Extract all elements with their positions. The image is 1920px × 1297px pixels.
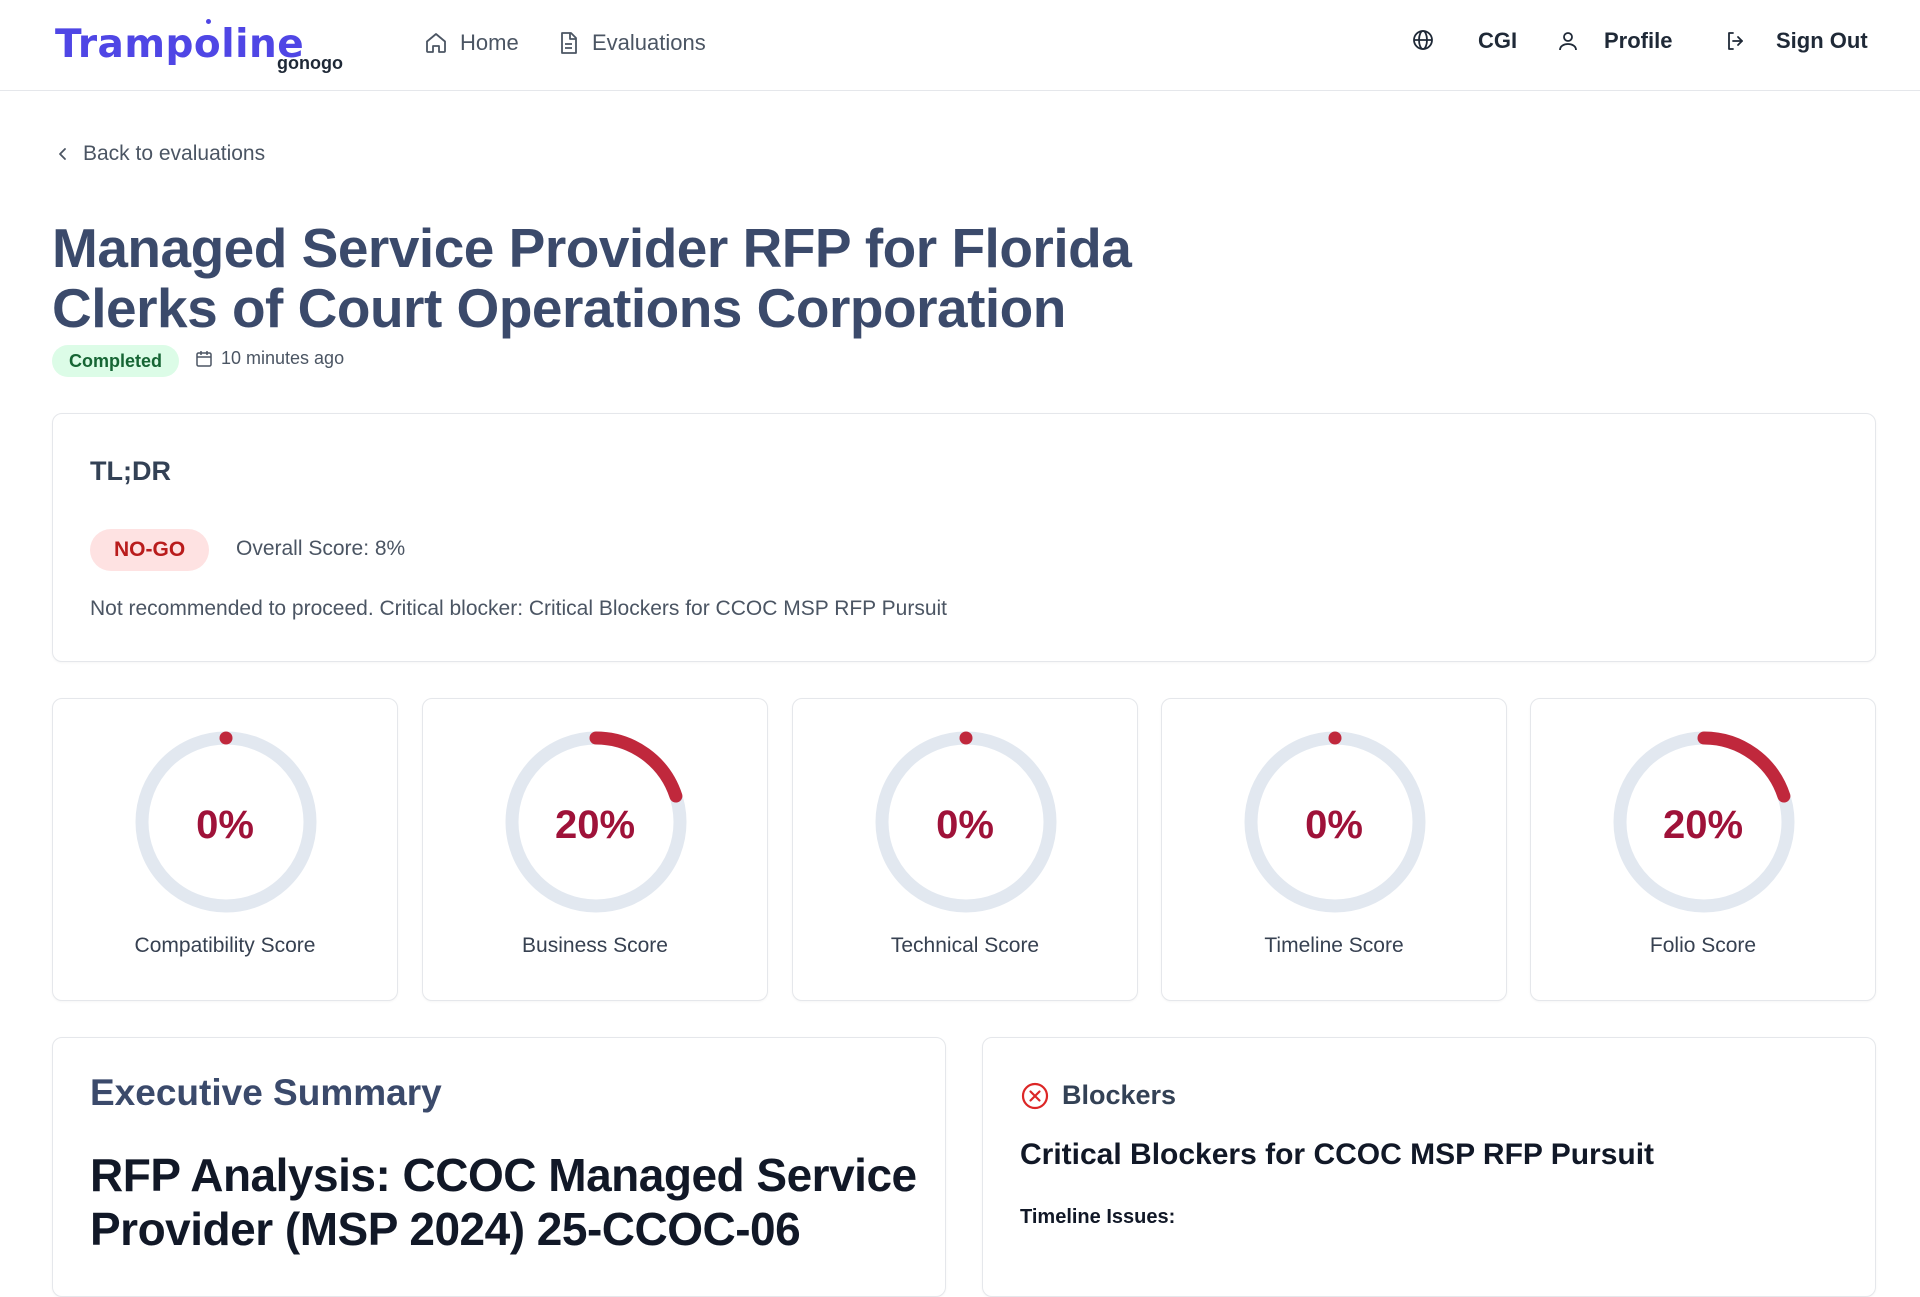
score-card-business: 20% Business Score [422,698,768,1001]
logo-subtitle: gonogo [277,53,343,73]
organization-label[interactable]: CGI [1478,28,1518,53]
blockers-subheading: Timeline Issues: [1020,1206,1176,1228]
chevron-left-icon [59,148,66,160]
verdict-badge: NO-GO [90,529,210,571]
language-button[interactable] [1411,28,1435,52]
blockers-heading: Critical Blockers for CCOC MSP RFP Pursu… [1020,1138,1655,1171]
back-to-evaluations-link[interactable]: Back to evaluations [55,142,265,166]
score-label: Folio Score [1649,934,1757,957]
executive-summary-title: Executive Summary [90,1072,442,1113]
sign-out-icon [1728,32,1743,50]
score-ring [135,731,317,913]
score-value: 20% [554,803,636,847]
timestamp: 10 minutes ago [194,348,344,369]
score-value: 0% [936,803,994,847]
overall-score: Overall Score: 8% [236,537,406,560]
back-label: Back to evaluations [83,142,266,165]
score-card-technical: 0% Technical Score [792,698,1138,1001]
score-label: Timeline Score [1264,934,1404,957]
nav-home[interactable]: Home [424,30,519,56]
blockers-header: Blockers [1020,1080,1176,1111]
profile-label: Profile [1604,28,1673,53]
tldr-summary: Not recommended to proceed. Critical blo… [90,597,948,620]
page-title: Managed Service Provider RFP for Florida… [52,217,1132,339]
calendar-icon [196,350,212,367]
score-ring [875,731,1057,913]
nav-evaluations[interactable]: Evaluations [556,30,706,56]
score-ring [1244,731,1426,913]
tldr-title: TL;DR [90,456,171,486]
blockers-card: Blockers Critical Blockers for CCOC MSP … [982,1037,1876,1297]
score-label: Technical Score [890,934,1040,957]
home-icon [426,33,446,53]
sign-out-label: Sign Out [1776,28,1868,53]
nav-home-label: Home [460,30,519,55]
nav-evaluations-label: Evaluations [592,30,706,55]
x-circle-icon [1021,1082,1049,1109]
score-label: Business Score [522,934,668,957]
tldr-card: TL;DR NO-GO Overall Score: 8% Not recomm… [52,413,1876,662]
blockers-title: Blockers [1062,1080,1177,1110]
score-value: 20% [1662,803,1744,847]
logo[interactable]: Trampoline [55,22,305,67]
timestamp-text: 10 minutes ago [221,348,345,368]
score-value: 0% [1305,803,1363,847]
score-card-timeline: 0% Timeline Score [1161,698,1507,1001]
globe-icon [1413,30,1433,50]
status-badge: Completed [52,345,180,377]
logo-dot [206,19,211,24]
score-value: 0% [196,803,254,847]
top-navigation-bar: Trampoline gonogo Home Evaluations CGI P… [0,0,1920,91]
score-ring [1613,731,1795,913]
executive-summary-card: Executive Summary RFP Analysis: CCOC Man… [52,1037,946,1297]
sign-out-button[interactable]: Sign Out [1724,28,1868,54]
score-card-folio: 20% Folio Score [1530,698,1876,1001]
score-label: Compatibility Score [134,934,316,957]
profile-link[interactable]: Profile [1556,28,1672,54]
executive-summary-heading: RFP Analysis: CCOC Managed Service Provi… [90,1149,917,1255]
score-ring [505,731,687,913]
score-card-compatibility: 0% Compatibility Score [52,698,398,1001]
document-icon [561,32,577,54]
user-icon [1559,32,1577,51]
